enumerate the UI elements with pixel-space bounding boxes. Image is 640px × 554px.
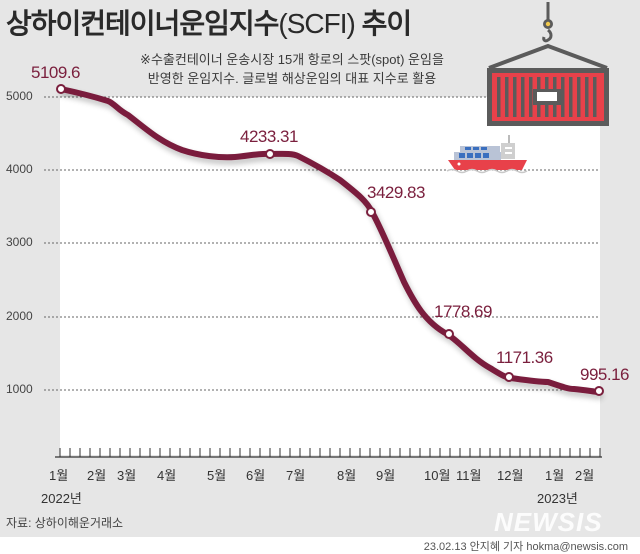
marker-2022-01 <box>56 84 66 94</box>
source-text: 자료: 상하이해운거래소 <box>6 516 124 530</box>
marker-2022-06 <box>265 149 275 159</box>
x-tick-2022-08: 8월 <box>337 468 357 483</box>
x-tick-2022-03: 3월 <box>117 468 137 483</box>
x-tick-2022-09: 9월 <box>376 468 396 483</box>
x-axis <box>55 448 602 458</box>
gridlines <box>44 96 600 391</box>
page-title: 상하이컨테이너운임지수(SCFI) 추이 <box>6 2 413 42</box>
data-label-2022-06: 4233.31 <box>240 127 298 146</box>
y-tick-1000: 1000 <box>6 382 33 396</box>
title-main: 상하이컨테이너운임지수 <box>6 8 279 39</box>
x-tick-2022-04: 4월 <box>157 468 177 483</box>
chart-note: ※수출컨테이너 운송시장 15개 항로의 스팟(spot) 운임을 반영한 운임… <box>112 50 472 88</box>
y-tick-2000: 2000 <box>6 309 33 323</box>
x-tick-2023-02: 2월 <box>575 468 595 483</box>
x-tick-2022-02: 2월 <box>87 468 107 483</box>
data-label-2022-01: 5109.6 <box>31 63 81 82</box>
marker-2022-11 <box>444 329 454 339</box>
title-suffix: 추이 <box>354 8 413 39</box>
x-tick-2023-01: 1월 <box>545 468 565 483</box>
cargo-ship-icon <box>446 135 528 174</box>
data-label-2023-02: 995.16 <box>580 365 630 384</box>
x-tick-2022-07: 7월 <box>286 468 306 483</box>
note-line-1: ※수출컨테이너 운송시장 15개 항로의 스팟(spot) 운임을 <box>140 52 444 67</box>
marker-2022-12 <box>504 372 514 382</box>
marker-2022-09 <box>366 207 376 217</box>
newsis-logo: NEWSIS <box>494 507 603 537</box>
shipping-container-icon <box>487 2 609 126</box>
x-tick-2022-06: 6월 <box>246 468 266 483</box>
data-markers <box>56 84 604 396</box>
data-label-2022-12: 1171.36 <box>496 348 553 367</box>
x-tick-2022-05: 5월 <box>207 468 227 483</box>
y-tick-4000: 4000 <box>6 162 33 176</box>
x-tick-2022-12: 12월 <box>497 468 524 483</box>
x-tick-2022-10: 10월 <box>424 468 451 483</box>
title-paren: (SCFI) <box>278 8 355 39</box>
year-label-2023: 2023년 <box>537 491 578 506</box>
marker-2023-02 <box>594 386 604 396</box>
y-tick-3000: 3000 <box>6 235 33 249</box>
note-line-2: 반영한 운임지수. 글로벌 해상운임의 대표 지수로 활용 <box>147 71 437 86</box>
x-tick-2022-11: 11월 <box>456 468 482 483</box>
data-label-2022-09: 3429.83 <box>367 183 425 202</box>
year-label-2022: 2022년 <box>41 491 82 506</box>
byline: 23.02.13 안지혜 기자 hokma@newsis.com <box>423 541 628 553</box>
x-tick-2022-01: 1월 <box>49 468 69 483</box>
y-tick-5000: 5000 <box>6 89 33 103</box>
data-label-2022-11: 1778.69 <box>434 302 492 321</box>
scfi-line <box>58 86 601 395</box>
